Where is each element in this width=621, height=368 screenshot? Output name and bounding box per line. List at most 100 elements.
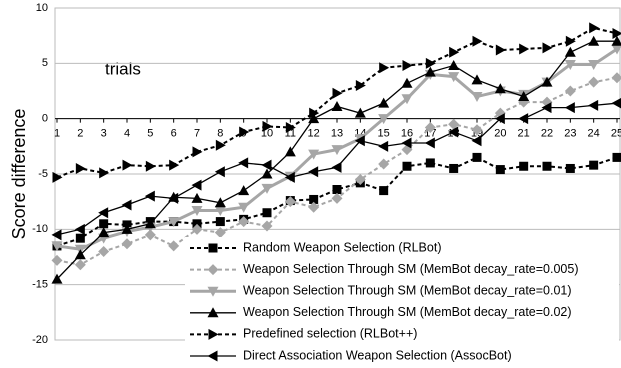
- marker: [402, 60, 413, 72]
- y-tick-label: -15: [32, 279, 48, 291]
- marker: [121, 238, 133, 250]
- marker: [588, 76, 600, 88]
- marker: [542, 42, 553, 54]
- x-tick-label: 5: [147, 128, 153, 140]
- y-tick-label: -20: [32, 334, 48, 346]
- marker: [214, 227, 226, 239]
- marker: [98, 245, 110, 257]
- marker: [471, 74, 483, 85]
- marker: [378, 97, 390, 108]
- marker: [494, 113, 505, 125]
- x-tick-label: 4: [124, 128, 130, 140]
- marker: [214, 166, 225, 178]
- marker: [308, 113, 320, 124]
- marker: [74, 259, 86, 271]
- marker: [379, 62, 390, 74]
- marker: [401, 77, 413, 88]
- marker: [519, 43, 530, 55]
- marker: [51, 254, 63, 266]
- marker: [378, 114, 390, 125]
- x-tick-label: 2: [77, 128, 83, 140]
- marker: [564, 59, 576, 70]
- marker: [238, 202, 250, 213]
- marker: [144, 190, 155, 202]
- marker: [285, 122, 296, 134]
- marker: [122, 159, 133, 171]
- marker: [331, 192, 343, 204]
- x-tick-label: 7: [194, 128, 200, 140]
- marker: [565, 163, 575, 173]
- marker: [214, 197, 226, 208]
- marker: [401, 137, 412, 149]
- marker: [207, 307, 219, 318]
- marker: [191, 206, 203, 217]
- marker: [448, 118, 460, 130]
- marker: [75, 162, 86, 174]
- y-axis-label: Score difference: [9, 109, 29, 240]
- marker: [99, 167, 110, 179]
- marker: [354, 135, 365, 147]
- marker: [169, 159, 180, 171]
- marker: [191, 223, 203, 235]
- marker: [542, 161, 552, 171]
- marker: [611, 35, 621, 46]
- marker: [191, 192, 203, 203]
- marker: [424, 137, 435, 149]
- marker: [192, 146, 203, 158]
- marker: [565, 35, 576, 47]
- marker: [215, 139, 226, 151]
- marker: [121, 223, 133, 234]
- marker: [144, 229, 156, 241]
- x-tick-label: 3: [101, 128, 107, 140]
- legend: Random Weapon Selection (RLBot) Weapon Se…: [185, 237, 619, 365]
- marker: [471, 124, 483, 136]
- marker: [495, 44, 506, 56]
- marker: [331, 161, 342, 173]
- marker: [612, 27, 621, 39]
- marker: [98, 207, 109, 219]
- legend-label: Weapon Selection Through SM (MemBot deca…: [243, 283, 572, 297]
- marker: [238, 185, 250, 196]
- marker: [208, 328, 219, 340]
- marker: [589, 22, 600, 34]
- marker: [168, 192, 179, 204]
- marker: [354, 174, 366, 186]
- marker: [448, 72, 460, 83]
- x-tick-label: 25: [611, 128, 621, 140]
- marker: [98, 227, 110, 238]
- marker: [541, 102, 552, 114]
- marker: [541, 76, 553, 87]
- marker: [238, 216, 250, 228]
- x-tick-label: 15: [378, 128, 390, 140]
- marker: [121, 199, 132, 211]
- marker: [401, 94, 413, 105]
- marker: [74, 249, 86, 260]
- marker: [284, 146, 296, 157]
- legend-label: Random Weapon Selection (RLBot): [243, 240, 442, 254]
- marker: [308, 201, 320, 213]
- marker: [471, 92, 483, 103]
- marker: [471, 135, 482, 147]
- marker: [354, 107, 366, 118]
- marker: [402, 161, 412, 171]
- marker: [308, 166, 319, 178]
- x-tick-label: 13: [331, 128, 343, 140]
- marker: [51, 273, 63, 284]
- y-tick-label: -10: [32, 223, 48, 235]
- marker: [448, 126, 459, 138]
- marker: [589, 160, 599, 170]
- marker: [261, 159, 272, 171]
- marker: [168, 240, 180, 252]
- marker: [564, 46, 576, 57]
- marker: [332, 184, 342, 194]
- marker: [331, 100, 343, 111]
- marker: [262, 208, 272, 218]
- marker: [239, 126, 250, 138]
- marker: [449, 46, 460, 58]
- marker: [284, 171, 295, 183]
- x-tick-label: 23: [564, 128, 576, 140]
- x-tick-label: 6: [171, 128, 177, 140]
- x-tick-label: 20: [494, 128, 506, 140]
- marker: [99, 219, 109, 229]
